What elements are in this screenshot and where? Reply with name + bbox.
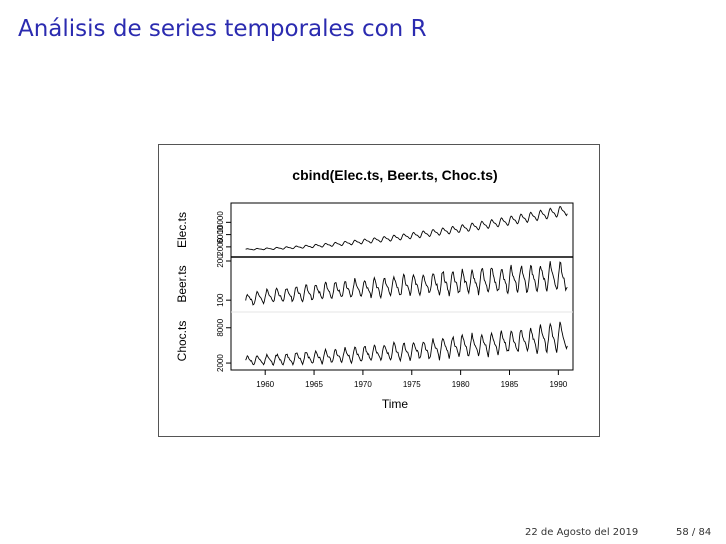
figure-frame: cbind(Elec.ts, Beer.ts, Choc.ts) Elec.ts…: [158, 144, 600, 437]
series-line-beer-ts: [245, 261, 568, 306]
chart-title: cbind(Elec.ts, Beer.ts, Choc.ts): [292, 167, 497, 183]
y-tick-label: 10000: [216, 211, 225, 234]
panel-label-elec: Elec.ts: [175, 212, 189, 248]
panel-label-choc: Choc.ts: [175, 321, 189, 362]
panel-label-beer: Beer.ts: [175, 265, 189, 302]
x-tick-label: 1975: [403, 380, 421, 389]
x-tick-label: 1985: [501, 380, 519, 389]
series-line-elec-ts: [245, 205, 568, 251]
footer-date: 22 de Agosto del 2019: [525, 527, 639, 538]
time-series-chart: cbind(Elec.ts, Beer.ts, Choc.ts) Elec.ts…: [175, 167, 574, 411]
y-tick-label: 6000: [216, 225, 225, 243]
y-tick-label: 2000: [216, 354, 225, 372]
x-tick-label: 1990: [549, 380, 567, 389]
y-tick-label: 2000: [216, 237, 225, 255]
y-tick-label: 8000: [216, 318, 225, 336]
plot-area: [230, 202, 574, 371]
series-line-choc-ts: [245, 321, 568, 367]
x-tick-label: 1970: [354, 380, 372, 389]
x-tick-label: 1980: [452, 380, 470, 389]
slide-title: Análisis de series temporales con R: [18, 16, 427, 42]
y-tick-label: 200: [216, 254, 225, 268]
x-axis-label: Time: [382, 397, 409, 411]
x-tick-label: 1965: [305, 380, 323, 389]
chart-marks: 1960 1965 1970 1975 1980 1985 1990200060001000…: [216, 205, 568, 389]
x-tick-label: 1960: [256, 380, 274, 389]
y-tick-label: 100: [216, 293, 225, 307]
footer-page-number: 58 / 84: [676, 527, 712, 538]
